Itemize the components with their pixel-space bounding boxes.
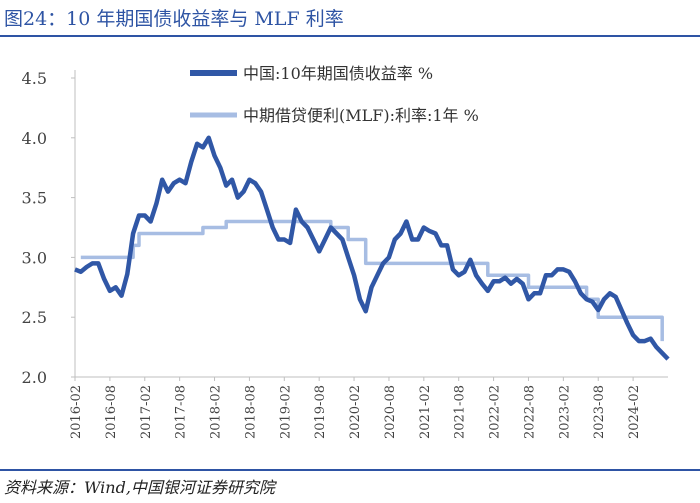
x-tick-label: 2023-02 [557, 385, 572, 439]
title-divider [0, 35, 700, 37]
y-tick-label: 2.5 [22, 308, 47, 327]
x-tick-label: 2020-02 [348, 385, 363, 439]
footer-divider [0, 469, 700, 471]
chart-area: 2.0 2.5 3.0 3.5 4.0 4.5 2016-02 2016-08 2017-02 2… [22, 64, 670, 439]
x-tick-label: 2019-02 [278, 385, 293, 439]
x-tick-label: 2018-08 [243, 385, 258, 439]
x-tick-label: 2016-08 [104, 385, 119, 439]
y-tick-label: 3.5 [22, 189, 47, 208]
x-tick-label: 2023-08 [592, 385, 607, 439]
series-layer [74, 135, 670, 361]
x-tick-label: 2021-08 [453, 385, 468, 439]
y-tick-label: 4.5 [22, 69, 47, 88]
legend-label-1: 中国:10年期国债收益率 % [243, 64, 433, 83]
x-tick-label: 2022-08 [522, 385, 537, 439]
y-tick-label: 3.0 [22, 248, 47, 267]
x-tick-label: 2020-08 [383, 385, 398, 439]
source-note: 资料来源：Wind,中国银河证券研究院 [4, 478, 275, 497]
x-tick-label: 2017-02 [139, 385, 154, 439]
x-tick-label: 2016-02 [69, 385, 84, 439]
series-line-1 [74, 135, 670, 361]
y-tick-label: 4.0 [22, 129, 47, 148]
chart-title: 图24：10 年期国债收益率与 MLF 利率 [4, 8, 344, 30]
axes-layer: 2.0 2.5 3.0 3.5 4.0 4.5 2016-02 2016-08 2017-02 2… [22, 69, 668, 439]
x-tick-label: 2018-02 [209, 385, 224, 439]
x-tick-label: 2019-08 [313, 385, 328, 439]
legend: 中国:10年期国债收益率 % 中期借贷便利(MLF):利率:1年 % [190, 64, 479, 125]
x-tick-label: 2022-02 [488, 385, 503, 439]
y-tick-label: 2.0 [22, 368, 47, 387]
legend-label-2: 中期借贷便利(MLF):利率:1年 % [243, 106, 479, 125]
x-tick-label: 2021-02 [418, 385, 433, 439]
x-tick-label: 2017-08 [174, 385, 189, 439]
x-tick-label: 2024-02 [627, 385, 642, 439]
